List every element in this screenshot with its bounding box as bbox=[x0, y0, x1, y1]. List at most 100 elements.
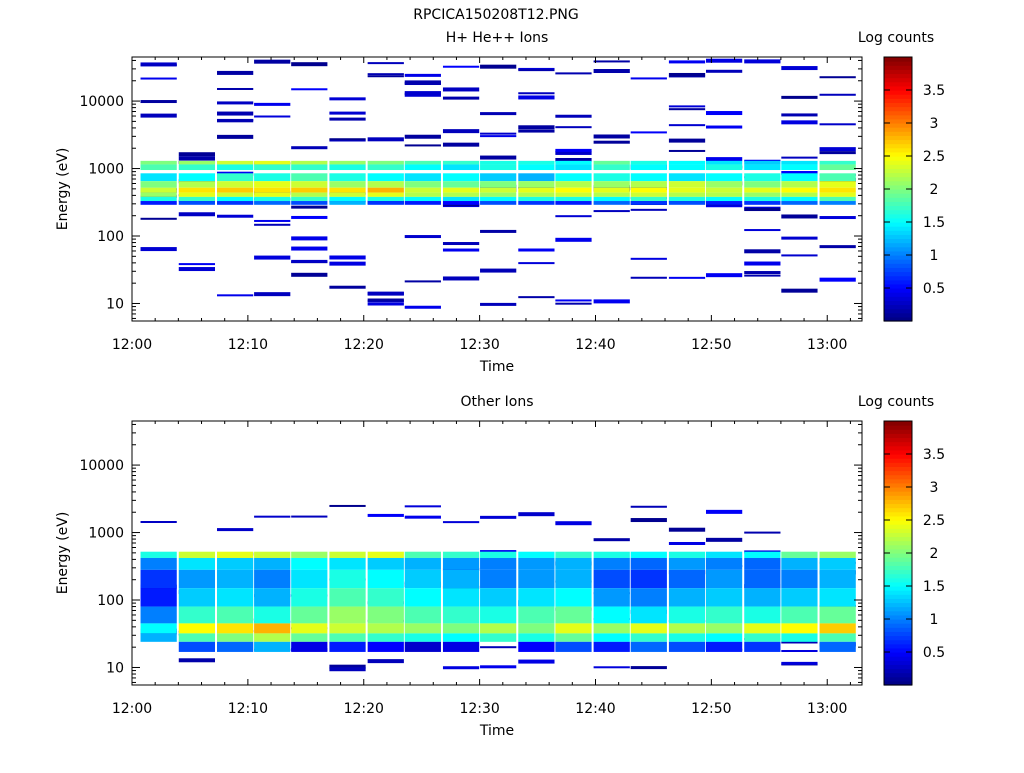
x-tick-label: 12:50 bbox=[691, 337, 731, 353]
count-cell bbox=[630, 505, 667, 508]
y-axis-label: Energy (eV) bbox=[55, 148, 71, 231]
count-cell bbox=[705, 173, 743, 182]
count-cell bbox=[518, 181, 555, 188]
count-cell bbox=[254, 173, 291, 182]
count-cell bbox=[367, 588, 404, 607]
colorbar-swatch bbox=[884, 458, 912, 463]
count-cell bbox=[217, 160, 254, 165]
count-cell bbox=[630, 192, 667, 197]
colorbar-swatch bbox=[884, 151, 912, 157]
colorbar-swatch bbox=[884, 98, 912, 103]
count-cell bbox=[442, 623, 480, 634]
count-cell bbox=[781, 588, 818, 607]
count-cell bbox=[705, 641, 743, 652]
count-cell bbox=[518, 201, 555, 205]
count-cell bbox=[630, 160, 667, 165]
count-cell bbox=[744, 59, 781, 64]
count-cell bbox=[404, 164, 441, 171]
count-cell bbox=[555, 173, 592, 182]
count-cell bbox=[140, 569, 177, 589]
colorbar-swatch bbox=[884, 316, 912, 322]
count-cell bbox=[668, 187, 706, 193]
count-cell bbox=[555, 606, 592, 624]
count-cell bbox=[217, 528, 254, 532]
colorbar-swatch bbox=[884, 602, 912, 608]
count-cell bbox=[668, 192, 706, 197]
count-cell bbox=[819, 196, 856, 202]
count-cell bbox=[404, 641, 441, 652]
colorbar-swatch bbox=[884, 503, 912, 509]
colorbar-swatch bbox=[884, 106, 912, 112]
count-cell bbox=[442, 641, 480, 652]
count-cell bbox=[593, 181, 630, 188]
y-tick-label: 1000 bbox=[88, 162, 124, 178]
count-cell bbox=[140, 160, 177, 165]
colorbar-swatch bbox=[884, 234, 912, 240]
count-cell bbox=[291, 515, 328, 518]
colorbar-swatch bbox=[884, 614, 912, 620]
count-cell bbox=[555, 641, 592, 652]
count-cell bbox=[140, 113, 177, 118]
count-cell bbox=[518, 125, 555, 130]
count-cell bbox=[705, 588, 743, 607]
count-cell bbox=[367, 633, 404, 642]
colorbar-swatch bbox=[884, 217, 912, 223]
count-cell bbox=[819, 633, 856, 642]
count-cell bbox=[781, 201, 818, 205]
count-cell bbox=[367, 62, 404, 65]
colorbar-swatch bbox=[884, 528, 912, 533]
colorbar-swatch bbox=[884, 110, 912, 116]
count-cell bbox=[518, 129, 555, 133]
colorbar-swatch bbox=[884, 184, 912, 190]
colorbar-swatch bbox=[884, 127, 912, 132]
count-cell bbox=[555, 633, 592, 642]
colorbar-swatch bbox=[884, 73, 912, 79]
colorbar-tick-label: 3 bbox=[930, 116, 939, 132]
count-cell bbox=[630, 588, 667, 607]
colorbar-swatch bbox=[884, 180, 912, 186]
count-cell bbox=[781, 633, 818, 642]
colorbar-swatch bbox=[884, 606, 912, 612]
count-cell bbox=[178, 152, 216, 157]
count-cell bbox=[217, 641, 254, 652]
colorbar-swatch bbox=[884, 164, 912, 169]
count-cell bbox=[217, 569, 254, 589]
count-cell bbox=[367, 557, 404, 570]
count-cell bbox=[329, 196, 366, 202]
count-cell bbox=[593, 606, 630, 624]
count-cell bbox=[593, 69, 630, 74]
count-cell bbox=[480, 268, 517, 273]
count-cell bbox=[329, 285, 366, 289]
count-cell bbox=[555, 569, 592, 589]
count-cell bbox=[744, 181, 781, 188]
count-cell bbox=[555, 181, 592, 188]
count-cell bbox=[329, 664, 366, 669]
colorbar-swatch bbox=[884, 193, 912, 198]
count-cell bbox=[630, 641, 667, 652]
x-tick-label: 12:00 bbox=[112, 337, 152, 353]
colorbar-swatch bbox=[884, 65, 912, 70]
count-cell bbox=[217, 87, 254, 90]
x-tick-label: 12:40 bbox=[575, 337, 615, 353]
colorbar-swatch bbox=[884, 201, 912, 207]
colorbar-swatch bbox=[884, 520, 912, 525]
colorbar-tick-label: 1 bbox=[930, 612, 939, 628]
count-cell bbox=[291, 641, 328, 652]
count-cell bbox=[178, 181, 216, 188]
count-cell bbox=[367, 641, 404, 652]
count-cell bbox=[668, 105, 706, 108]
colorbar-swatch bbox=[884, 271, 912, 277]
colorbar-swatch bbox=[884, 304, 912, 310]
count-cell bbox=[744, 208, 781, 212]
count-cell bbox=[593, 192, 630, 197]
colorbar-swatch bbox=[884, 139, 912, 145]
count-cell bbox=[668, 201, 706, 205]
count-cell bbox=[442, 164, 480, 171]
count-cell bbox=[744, 557, 781, 570]
count-cell bbox=[367, 164, 404, 171]
count-cell bbox=[668, 72, 706, 76]
count-cell bbox=[705, 196, 743, 202]
count-cell bbox=[291, 196, 328, 202]
count-cell bbox=[705, 125, 743, 129]
count-cell bbox=[291, 192, 328, 197]
